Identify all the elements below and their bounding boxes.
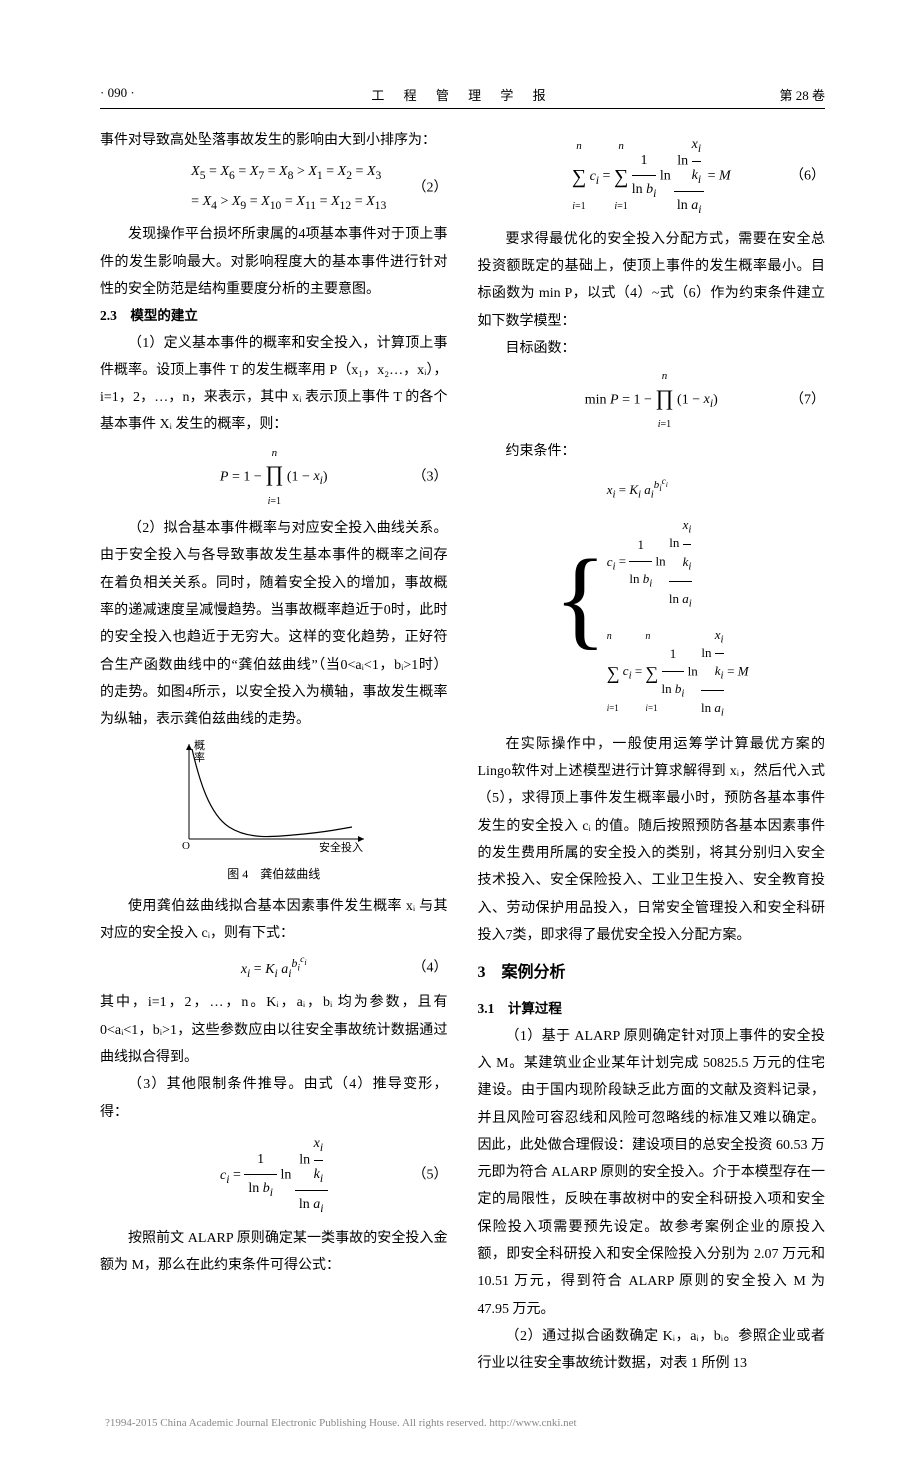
body-text: 使用龚伯兹曲线拟合基本因素事件发生概率 xᵢ 与其对应的安全投入 cᵢ，则有下式… xyxy=(100,893,448,948)
section-heading: 3 案例分析 xyxy=(478,957,826,988)
figure-caption: 图 4 龚伯兹曲线 xyxy=(100,863,448,886)
page-number: · 090 · xyxy=(100,85,135,104)
body-text: （2）通过拟合函数确定 Kᵢ，aᵢ，bᵢ。参照企业或者行业以往安全事故统计数据，… xyxy=(478,1323,826,1378)
equation-number: （7） xyxy=(790,387,825,414)
volume-label: 第 28 卷 xyxy=(779,85,825,104)
body-text: （2）拟合基本事件概率与对应安全投入曲线关系。由于安全投入与各导致事故发生基本事… xyxy=(100,515,448,733)
page-header: · 090 · 工 程 管 理 学 报 第 28 卷 xyxy=(100,85,825,109)
body-text: 事件对导致高处坠落事故发生的影响由大到小排序为： xyxy=(100,127,448,154)
subsection-heading: 3.1 计算过程 xyxy=(478,996,826,1022)
left-column: 事件对导致高处坠落事故发生的影响由大到小排序为： X5 = X6 = X7 = … xyxy=(100,127,448,1377)
label-text: 约束条件： xyxy=(478,438,826,465)
page-footer: ?1994-2015 China Academic Journal Electr… xyxy=(100,1417,825,1429)
right-column: n∑i=1 ci = n∑i=1 1ln bi ln ln xiki ln ai… xyxy=(478,127,826,1377)
equation-number: （3） xyxy=(413,463,448,490)
equation-5: ci = 1 ln bi ln ln xiki ln ai （5） xyxy=(100,1130,448,1221)
equation-number: （2） xyxy=(413,174,448,201)
body-text: （1）基于 ALARP 原则确定针对顶上事件的安全投入 M。某建筑业企业某年计划… xyxy=(478,1023,826,1323)
body-text: 在实际操作中，一般使用运筹学计算最优方案的Lingo软件对上述模型进行计算求解得… xyxy=(478,731,826,949)
gompertz-curve-svg: O 概 率 安全投入 xyxy=(174,739,374,859)
equation-6: n∑i=1 ci = n∑i=1 1ln bi ln ln xiki ln ai… xyxy=(478,131,826,222)
label-text: 目标函数： xyxy=(478,335,826,362)
body-text: （3）其他限制条件推导。由式（4）推导变形，得： xyxy=(100,1071,448,1126)
figure-4: O 概 率 安全投入 图 4 龚伯兹曲线 xyxy=(100,739,448,886)
equation-4: xi = Ki aibici （4） xyxy=(100,951,448,985)
body-text: 要求得最优化的安全投入分配方式，需要在安全总投资额既定的基础上，使顶上事件的发生… xyxy=(478,226,826,335)
equation-number: （4） xyxy=(413,955,448,982)
subsection-heading: 2.3 模型的建立 xyxy=(100,303,448,329)
journal-title: 工 程 管 理 学 报 xyxy=(371,85,553,104)
body-text: 其中，i=1，2，…，n。Kᵢ，aᵢ，bᵢ 均为参数，且有 0<aᵢ<1，bᵢ>… xyxy=(100,989,448,1071)
body-text: 按照前文 ALARP 原则确定某一类事故的安全投入金额为 M，那么在此约束条件可… xyxy=(100,1225,448,1280)
body-text: （1）定义基本事件的概率和安全投入，计算顶上事件概率。设顶上事件 T 的发生概率… xyxy=(100,330,448,439)
x-axis-label: 安全投入 xyxy=(319,840,363,854)
equation-number: （6） xyxy=(790,163,825,190)
two-column-layout: 事件对导致高处坠落事故发生的影响由大到小排序为： X5 = X6 = X7 = … xyxy=(100,127,825,1377)
equation-7: min P = 1 − n∏i=1 (1 − xi) （7） xyxy=(478,366,826,434)
constraint-system: { xi = Ki aibici ci = 1ln bi ln ln xikil… xyxy=(478,470,826,727)
equation-2: X5 = X6 = X7 = X8 > X1 = X2 = X3 = X4 > … xyxy=(100,158,448,217)
y-axis-label: 概 xyxy=(194,739,205,752)
equation-3: P = 1 − n∏i=1 (1 − xi) （3） xyxy=(100,443,448,511)
equation-number: （5） xyxy=(413,1162,448,1189)
y-axis-label: 率 xyxy=(194,750,205,764)
axis-origin: O xyxy=(182,840,190,852)
body-text: 发现操作平台损坏所隶属的4项基本事件对于顶上事件的发生影响最大。对影响程度大的基… xyxy=(100,221,448,303)
